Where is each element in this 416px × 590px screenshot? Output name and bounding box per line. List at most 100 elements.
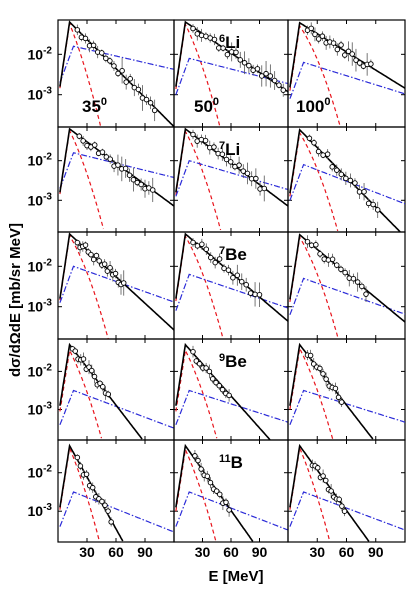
data-point (190, 348, 196, 355)
data-point (320, 371, 326, 377)
series-line-red (175, 348, 218, 439)
data-point (82, 242, 89, 248)
data-point (82, 35, 89, 42)
data-point (219, 151, 226, 157)
data-point (216, 256, 223, 262)
data-point (253, 175, 259, 182)
panel-curves (59, 443, 174, 542)
data-point (311, 140, 317, 146)
panel-curves (175, 443, 288, 542)
data-point (102, 502, 108, 509)
ejectile-mass: 11 (219, 453, 231, 465)
data-point (334, 167, 340, 173)
data-point (252, 291, 258, 298)
data-point (339, 503, 345, 509)
data-point (314, 465, 321, 471)
data-point (91, 142, 98, 148)
angle-label: 1000 (296, 96, 331, 116)
data-point (202, 137, 209, 144)
series-line-blue (289, 389, 405, 426)
data-point (244, 170, 251, 177)
y-tick-base: 10 (28, 46, 44, 62)
x-tick-label: 90 (137, 544, 153, 560)
series-line-blue (289, 491, 405, 531)
data-point (100, 384, 106, 390)
data-point (190, 25, 196, 32)
data-point (77, 463, 84, 469)
data-point (123, 79, 129, 85)
data-point (105, 391, 112, 397)
labels-layer: 10-310-210-310-210-310-210-310-210-310-2… (7, 33, 384, 585)
data-point (345, 48, 352, 55)
data-point (317, 365, 323, 372)
data-point (234, 272, 241, 279)
series-line-red (59, 233, 109, 339)
data-point (280, 87, 287, 93)
y-tick-base: 10 (28, 87, 44, 103)
data-point (105, 508, 111, 514)
y-tick-base: 10 (28, 363, 44, 379)
angle-degree: 0 (324, 96, 330, 108)
panel-4-0 (57, 439, 175, 543)
y-tick-base: 10 (28, 192, 44, 208)
data-point (223, 499, 229, 506)
data-point (332, 385, 339, 392)
data-point (72, 348, 79, 354)
data-point (206, 368, 213, 375)
data-point (359, 283, 365, 290)
data-point (213, 488, 220, 494)
data-point (352, 180, 358, 186)
data-point (353, 57, 359, 63)
y-tick-base: 10 (28, 503, 44, 519)
data-point (306, 135, 313, 142)
panel-0-0 (57, 19, 175, 128)
data-point (216, 382, 223, 389)
y-tick-base: 10 (28, 258, 44, 274)
series-line-blue (289, 163, 405, 205)
data-point (217, 491, 223, 498)
ejectile-mass: 7 (219, 245, 225, 257)
y-tick-exponent: -2 (43, 464, 52, 475)
panel-curves (175, 232, 288, 337)
data-point (237, 57, 244, 63)
panel-frame (57, 231, 175, 340)
series-line-red (175, 447, 217, 542)
data-point (127, 76, 133, 82)
ejectile-symbol: Li (225, 33, 240, 52)
data-point (226, 507, 232, 513)
y-tick-exponent: -2 (43, 257, 52, 268)
data-point (323, 376, 329, 382)
data-point (91, 373, 98, 380)
data-point (261, 185, 268, 192)
data-point (343, 175, 349, 182)
data-point (356, 189, 363, 195)
panel-curves (289, 342, 405, 440)
y-tick-label: 10-3 (28, 86, 53, 103)
series-line-blue (59, 389, 174, 429)
data-point (122, 165, 129, 172)
data-point (126, 172, 133, 178)
data-point (86, 364, 92, 370)
y-tick-base: 10 (28, 402, 44, 418)
y-tick-label: 10-2 (28, 45, 53, 62)
data-point (246, 62, 252, 69)
ejectile-label: 6Li (219, 33, 240, 52)
y-tick-exponent: -3 (43, 502, 52, 513)
data-point (108, 519, 114, 525)
data-point (101, 261, 108, 267)
series-line-blue (175, 159, 288, 197)
data-point (342, 52, 348, 58)
data-point (223, 156, 230, 163)
data-point (239, 278, 245, 285)
data-point (247, 290, 254, 296)
data-point (130, 176, 137, 183)
angle-value: 35 (82, 97, 101, 116)
data-point (349, 51, 355, 57)
data-point (194, 243, 201, 249)
data-point (147, 100, 154, 106)
data-point (341, 508, 348, 514)
x-tick-label: 90 (252, 544, 268, 560)
data-point (350, 275, 357, 282)
data-point (120, 280, 127, 286)
angle-label: 500 (194, 96, 219, 116)
